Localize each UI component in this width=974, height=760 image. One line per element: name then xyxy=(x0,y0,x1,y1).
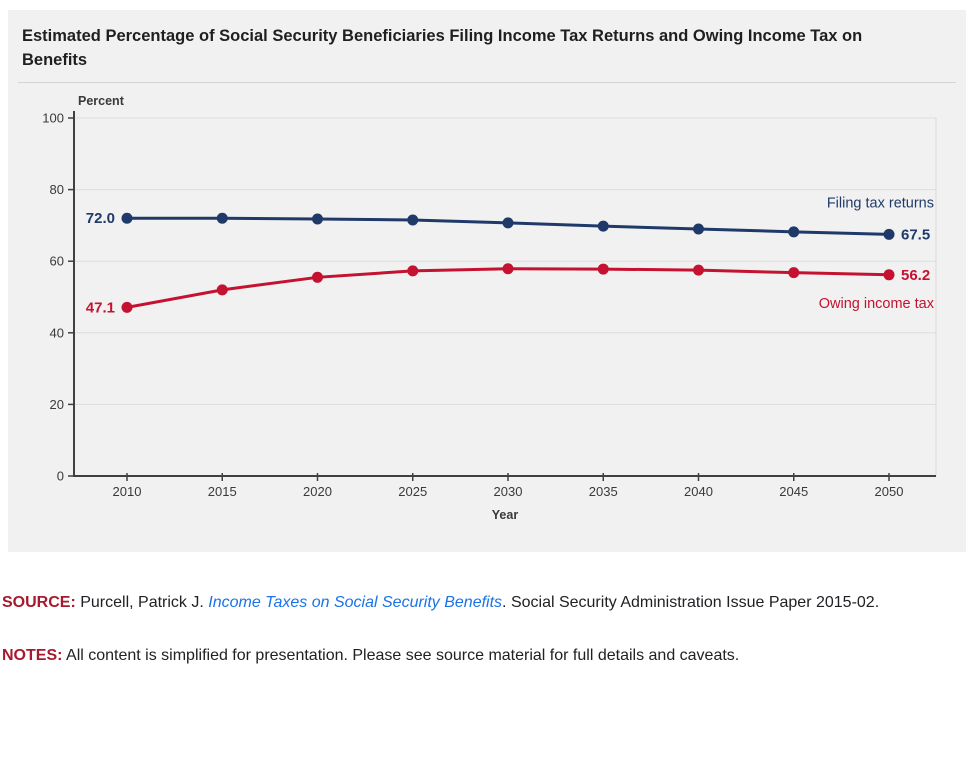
series-name-label: Filing tax returns xyxy=(827,195,934,211)
x-tick-label: 2050 xyxy=(875,484,904,499)
data-point xyxy=(693,223,704,235)
data-point xyxy=(597,220,609,232)
notes-note: NOTES: All content is simplified for pre… xyxy=(2,641,962,670)
last-value-label: 67.5 xyxy=(901,226,930,243)
source-link[interactable]: Income Taxes on Social Security Benefits xyxy=(208,594,503,611)
source-note: SOURCE: Purcell, Patrick J. Income Taxes… xyxy=(2,588,962,617)
data-point xyxy=(216,212,228,224)
data-point xyxy=(788,226,800,238)
notes-text: All content is simplified for presentati… xyxy=(62,647,740,664)
series-name-label: Owing income tax xyxy=(819,296,935,312)
last-value-label: 56.2 xyxy=(901,267,930,284)
x-tick-label: 2035 xyxy=(589,484,618,499)
y-tick-label: 100 xyxy=(42,111,64,126)
notes-label: NOTES: xyxy=(2,647,63,664)
data-point xyxy=(502,263,514,275)
y-tick-label: 60 xyxy=(50,254,64,269)
y-tick-label: 80 xyxy=(50,182,64,197)
data-point xyxy=(121,212,133,224)
figure-panel: Estimated Percentage of Social Security … xyxy=(8,10,966,552)
x-tick-label: 2025 xyxy=(398,484,427,499)
data-point xyxy=(693,264,704,276)
data-point xyxy=(312,271,323,283)
x-axis-title: Year xyxy=(492,508,519,522)
data-point xyxy=(312,213,323,225)
series-line xyxy=(126,267,890,309)
title-divider xyxy=(18,82,956,83)
x-tick-label: 2030 xyxy=(494,484,523,499)
line-chart: 0 20 40 60 80 100 2010 2015 2020 2025 2030 2035 2040… xyxy=(14,93,960,553)
x-tick-label: 2020 xyxy=(303,484,332,499)
first-value-label: 47.1 xyxy=(86,299,115,316)
x-tick-label: 2045 xyxy=(779,484,808,499)
data-point xyxy=(216,284,228,296)
source-text-post: . Social Security Administration Issue P… xyxy=(502,594,880,611)
data-point xyxy=(407,214,419,226)
data-point xyxy=(121,301,133,313)
data-point xyxy=(502,217,514,229)
x-tick-label: 2015 xyxy=(208,484,237,499)
data-point xyxy=(883,269,895,281)
first-value-label: 72.0 xyxy=(86,210,115,227)
y-tick-label: 40 xyxy=(50,325,64,340)
source-label: SOURCE: xyxy=(2,594,76,611)
y-tick-label: 20 xyxy=(50,397,64,412)
source-text-pre: Purcell, Patrick J. xyxy=(75,594,209,611)
x-tick-label: 2010 xyxy=(113,484,142,499)
y-tick-label: 0 xyxy=(57,469,64,484)
y-axis-title: Percent xyxy=(78,94,125,108)
x-tick-label: 2040 xyxy=(684,484,713,499)
data-point xyxy=(883,228,895,240)
data-point xyxy=(597,263,609,275)
figure-title: Estimated Percentage of Social Security … xyxy=(22,27,863,69)
data-point xyxy=(788,267,800,279)
data-point xyxy=(407,265,419,277)
